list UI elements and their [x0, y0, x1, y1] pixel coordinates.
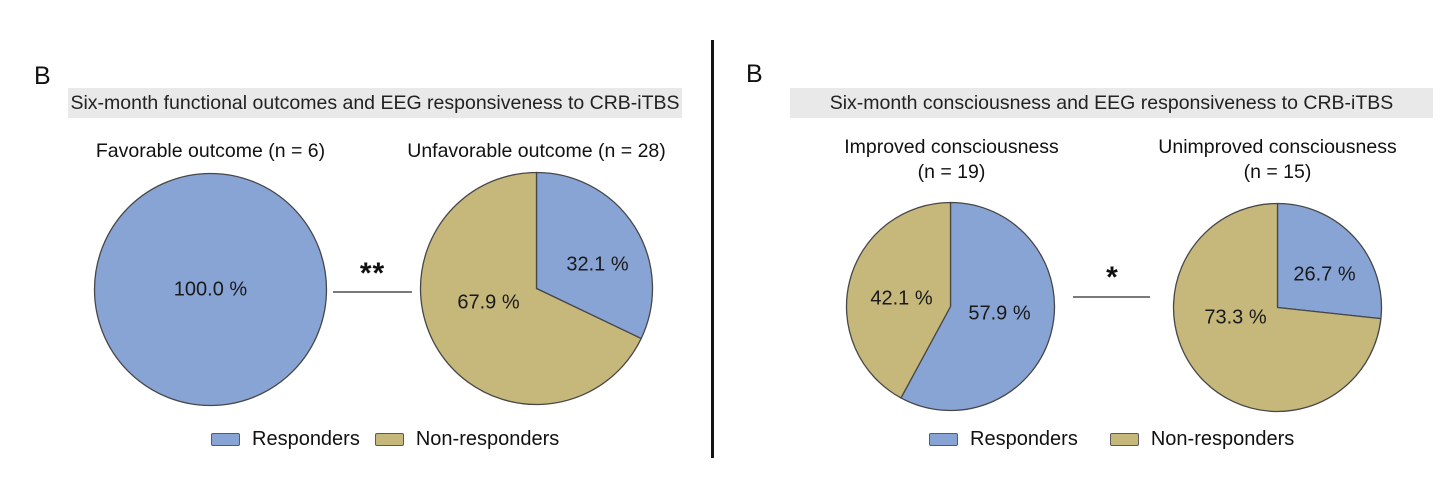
legend-functional: Responders Non-responders [211, 427, 559, 451]
legend-swatch-non-responders [1109, 432, 1139, 446]
legend-label-non-responders: Non-responders [415, 427, 560, 450]
pie-slice-label: 32.1 % [566, 254, 628, 276]
pie-chart-unimproved-consciousness: 26.7 % 73.3 % [1172, 202, 1383, 413]
pie-title-line: Unimproved consciousness [1158, 136, 1397, 158]
pie-chart-improved-consciousness: 57.9 % 42.1 % [845, 201, 1056, 412]
pie-slice-responders [93, 172, 328, 407]
legend-label-responders: Responders [252, 427, 360, 450]
panel-header-consciousness: Six-month consciousness and EEG responsi… [790, 88, 1433, 118]
pie-slice-responders [1276, 202, 1383, 320]
panel-label-left: B [34, 62, 51, 90]
pie-slice-label: 67.9 % [457, 292, 519, 314]
pie-slice-responders [900, 201, 1056, 412]
pie-title-line: (n = 19) [917, 161, 986, 183]
pie-title-line: Improved consciousness [844, 136, 1059, 158]
pie-slice-label: 73.3 % [1204, 307, 1266, 329]
pie-title-unimproved: Unimproved consciousness (n = 15) [1127, 135, 1428, 185]
pie-title-line: Unfavorable outcome (n = 28) [407, 140, 666, 162]
legend-swatch-non-responders [374, 432, 404, 446]
pie-slice-responders [535, 171, 654, 340]
panel-divider [711, 40, 714, 458]
pie-chart-favorable-outcome: 100.0 % [93, 172, 328, 407]
pie-title-line: (n = 15) [1243, 161, 1312, 183]
pie-slice-label: 57.9 % [968, 303, 1030, 325]
significance-line-right [1073, 296, 1150, 298]
pie-slice-label: 26.7 % [1293, 264, 1355, 286]
legend-label-non-responders: Non-responders [1150, 427, 1295, 450]
legend-label-responders: Responders [970, 427, 1078, 450]
pie-slice-non-responders [419, 171, 642, 406]
significance-line-left [333, 291, 412, 293]
legend-swatch-responders [929, 432, 958, 446]
pie-title-unfavorable: Unfavorable outcome (n = 28) [386, 139, 687, 164]
legend-swatch-responders [211, 432, 240, 446]
pie-title-favorable: Favorable outcome (n = 6) [60, 139, 361, 164]
pie-slice-non-responders [1172, 202, 1382, 413]
pie-chart-unfavorable-outcome: 32.1 % 67.9 % [419, 171, 654, 406]
panel-header-functional: Six-month functional outcomes and EEG re… [68, 88, 682, 118]
pie-title-improved: Improved consciousness (n = 19) [801, 135, 1102, 185]
pie-slice-label: 100.0 % [174, 279, 248, 301]
legend-consciousness: Responders Non-responders [929, 427, 1294, 451]
significance-marker-right: * [1106, 261, 1119, 294]
panel-label-right: B [746, 60, 763, 88]
pie-title-line: Favorable outcome (n = 6) [95, 140, 326, 162]
significance-marker-left: ** [359, 257, 386, 290]
pie-slice-label: 42.1 % [870, 288, 932, 310]
pie-slice-non-responders [845, 201, 952, 399]
